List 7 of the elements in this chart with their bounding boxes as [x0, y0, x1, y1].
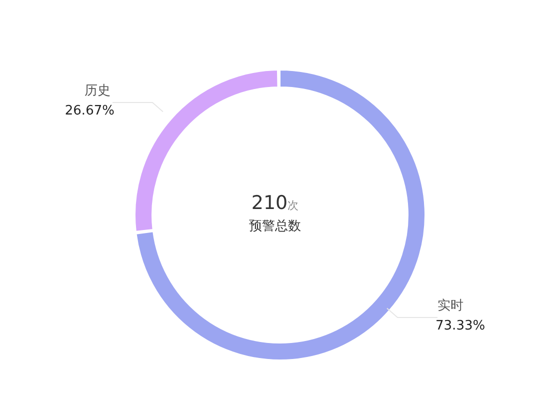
slice-label: 实时	[438, 298, 464, 314]
text: 预警总数	[248, 218, 302, 236]
text: 210次	[251, 192, 299, 214]
data-label: 73.33%	[436, 318, 486, 334]
donut-slice	[136, 70, 426, 360]
slice-label: 历史	[84, 84, 110, 99]
data-label: 26.67%	[64, 104, 114, 119]
